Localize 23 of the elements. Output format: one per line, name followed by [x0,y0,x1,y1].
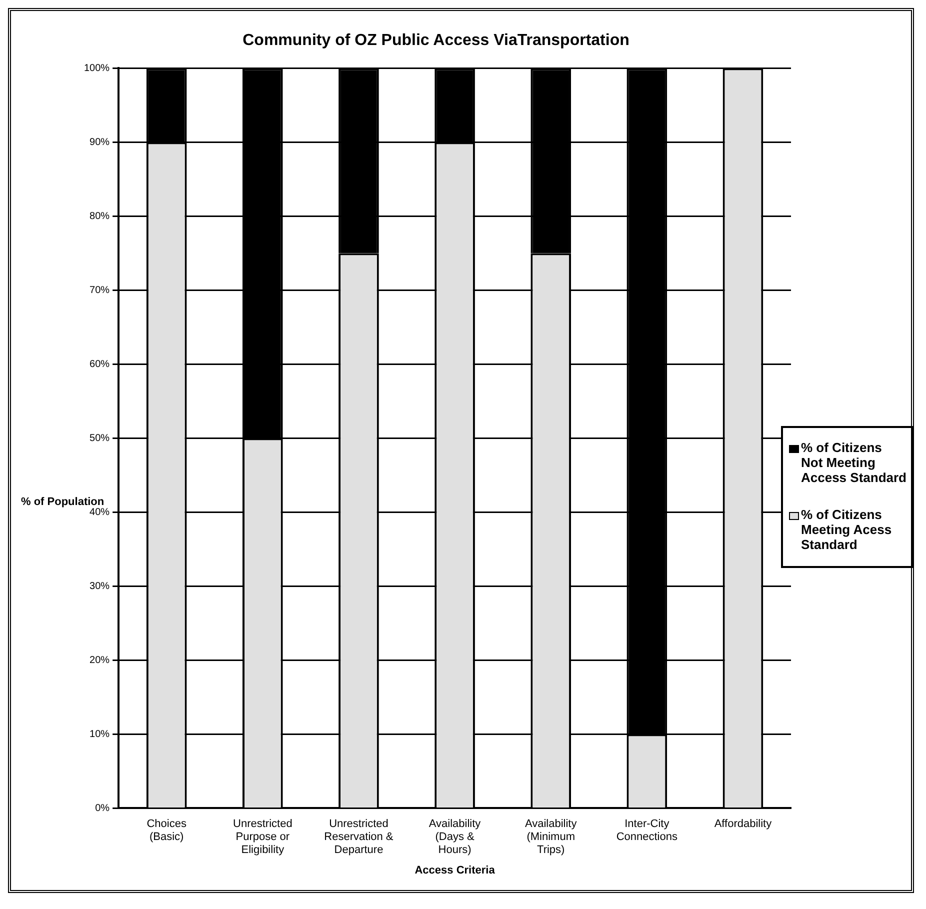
chart-title: Community of OZ Public Access ViaTransportation [242,32,630,50]
y-tick-label: 100% [84,62,110,74]
y-tick-label: 0% [95,802,110,814]
x-tick-label: Unrestricted Purpose or Eligibility [233,818,292,856]
y-axis-title: % of Population [21,496,104,508]
x-tick-label: Availability (Days & Hours) [428,818,482,856]
x-tick-label: Availability (Minimum Trips) [524,818,578,856]
y-tick-label: 20% [90,654,110,666]
x-tick-label: Unrestricted Reservation & Departure [324,818,394,856]
y-tick-label: 10% [90,728,110,740]
y-tick-label: 50% [90,432,110,444]
y-tick-label: 60% [90,358,110,370]
y-tick-label: 40% [90,506,110,518]
x-tick-label: Choices (Basic) [146,818,187,844]
x-axis-title: Access Criteria [414,864,496,876]
y-tick-label: 30% [90,580,110,592]
x-tick-label: Affordability [714,818,772,830]
y-tick-label: 70% [90,284,110,296]
y-tick-label: 80% [90,210,110,222]
legend-label: % of Citizens Not Meeting Access Standard [801,440,907,485]
x-tick-label: Inter-City Connections [616,818,678,844]
legend-label: % of Citizens Meeting Acess Standard [801,507,893,552]
y-tick-label: 90% [90,136,110,148]
